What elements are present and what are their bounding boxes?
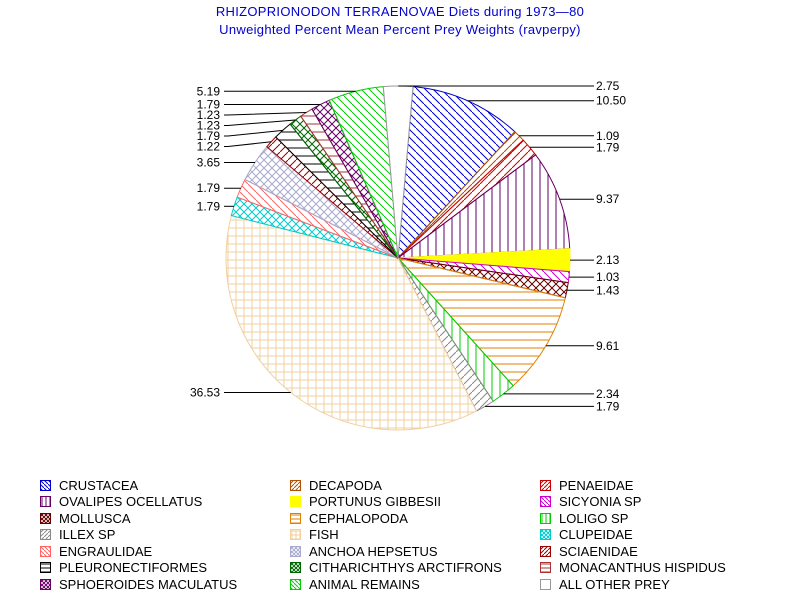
legend-item: OVALIPES OCELLATUS	[40, 494, 202, 510]
legend-swatch	[290, 512, 301, 524]
slice-value-label: 1.79	[197, 129, 221, 143]
legend-item: CITHARICHTHYS ARCTIFRONS	[290, 560, 502, 576]
leader-line	[224, 119, 296, 126]
legend-label: SPHOEROIDES MACULATUS	[59, 576, 238, 592]
legend-label: ALL OTHER PREY	[559, 576, 670, 592]
leader-line	[224, 112, 307, 116]
slice-value-label: 3.65	[197, 156, 221, 170]
legend-item: ENGRAULIDAE	[40, 543, 152, 559]
legend-swatch	[290, 496, 301, 507]
slice-value-label: 2.13	[596, 253, 620, 267]
legend-label: ILLEX SP	[59, 527, 116, 542]
legend-item: CEPHALOPODA	[290, 510, 408, 526]
slice-value-label: 1.43	[596, 283, 620, 297]
legend-label: LOLIGO SP	[559, 510, 629, 526]
legend-item: PLEURONECTIFORMES	[40, 560, 207, 576]
slice-value-label: 1.03	[596, 270, 620, 284]
legend-swatch	[290, 479, 301, 491]
legend-item: PENAEIDAE	[540, 477, 633, 493]
slice-value-label: 10.50	[596, 94, 626, 108]
leader-line	[224, 129, 283, 137]
legend-label: SCIAENIDAE	[559, 543, 638, 559]
pie-slice-fish	[225, 214, 478, 431]
legend-item: ALL OTHER PREY	[540, 576, 670, 592]
slice-value-label: 1.09	[596, 129, 620, 143]
leader-lines	[224, 85, 594, 407]
leader-line	[224, 141, 272, 147]
legend-label: MONACANTHUS HISPIDUS	[559, 560, 726, 575]
legend-swatch	[290, 529, 301, 540]
legend-swatch	[40, 529, 51, 540]
legend-label: PLEURONECTIFORMES	[59, 560, 208, 575]
legend-label: PENAEIDAE	[559, 477, 634, 493]
slice-value-label: 1.79	[197, 181, 221, 195]
legend-item: ILLEX SP	[40, 527, 115, 543]
legend-item: MOLLUSCA	[40, 510, 131, 526]
legend-label: ENGRAULIDAE	[59, 543, 153, 559]
legend-swatch	[290, 545, 301, 557]
slice-value-label: 36.53	[190, 386, 220, 400]
legend-item: ANCHOA HEPSETUS	[290, 543, 438, 559]
legend-swatch	[40, 496, 51, 507]
legend-swatch	[540, 545, 551, 557]
legend-swatch	[540, 512, 551, 524]
pie-slice-crustacea	[397, 86, 516, 260]
slice-value-label: 1.22	[197, 140, 221, 154]
legend-swatch	[290, 562, 301, 573]
legend-item: LOLIGO SP	[540, 510, 628, 526]
slice-value-label: 1.79	[596, 399, 620, 413]
legend-item: SICYONIA SP	[540, 494, 641, 510]
legend-swatch	[40, 545, 51, 557]
slice-value-label: 9.61	[596, 339, 620, 353]
legend-item: MONACANTHUS HISPIDUS	[540, 560, 726, 576]
slice-value-label: 2.75	[596, 79, 620, 93]
slice-value-label: 2.34	[596, 387, 620, 401]
legend-label: CRUSTACEA	[59, 477, 139, 493]
legend-label: ANIMAL REMAINS	[309, 576, 420, 592]
legend-swatch	[40, 512, 51, 524]
legend-item: ANIMAL REMAINS	[290, 576, 420, 592]
legend-swatch	[40, 562, 51, 573]
legend-item: CRUSTACEA	[40, 477, 138, 493]
legend-label: OVALIPES OCELLATUS	[59, 494, 203, 509]
legend-swatch	[540, 578, 551, 590]
chart-subtitle: Unweighted Percent Mean Percent Prey Wei…	[219, 22, 581, 37]
chart-title: RHIZOPRIONODON TERRAENOVAE Diets during …	[215, 4, 585, 19]
slice-value-labels: 2.7510.501.091.799.372.131.031.439.612.3…	[190, 79, 626, 413]
slice-value-label: 1.23	[197, 108, 221, 122]
pie-slices	[225, 85, 571, 431]
legend-label: MOLLUSCA	[59, 510, 131, 526]
legend-item: FISH	[290, 527, 339, 543]
legend-swatch	[540, 562, 551, 573]
legend-label: PORTUNUS GIBBESII	[309, 494, 441, 509]
legend-item: SCIAENIDAE	[540, 543, 638, 559]
slice-value-label: 1.79	[596, 140, 620, 154]
legend-swatch	[40, 479, 51, 491]
legend-label: ANCHOA HEPSETUS	[309, 543, 438, 559]
legend-label: DECAPODA	[309, 477, 382, 493]
legend-label: CLUPEIDAE	[559, 527, 633, 542]
slice-value-label: 1.79	[197, 199, 221, 213]
legend-item: CLUPEIDAE	[540, 527, 633, 543]
slice-value-label: 5.19	[197, 84, 221, 98]
legend-swatch	[40, 578, 51, 590]
legend-swatch	[540, 529, 551, 540]
legend-swatch	[540, 496, 551, 507]
pie-slice-all-other-prey	[382, 85, 414, 259]
slice-value-label: 1.23	[197, 119, 221, 133]
legend-swatch	[540, 479, 551, 491]
legend-item: PORTUNUS GIBBESII	[290, 494, 441, 510]
legend-label: SICYONIA SP	[559, 494, 642, 509]
slice-value-label: 9.37	[596, 192, 620, 206]
legend-swatch	[290, 578, 301, 590]
legend-label: CEPHALOPODA	[309, 510, 408, 526]
legend-item: DECAPODA	[290, 477, 382, 493]
legend-label: CITHARICHTHYS ARCTIFRONS	[309, 560, 502, 575]
legend-label: FISH	[309, 527, 339, 542]
slice-value-label: 1.79	[197, 98, 221, 112]
legend-item: SPHOEROIDES MACULATUS	[40, 576, 237, 592]
